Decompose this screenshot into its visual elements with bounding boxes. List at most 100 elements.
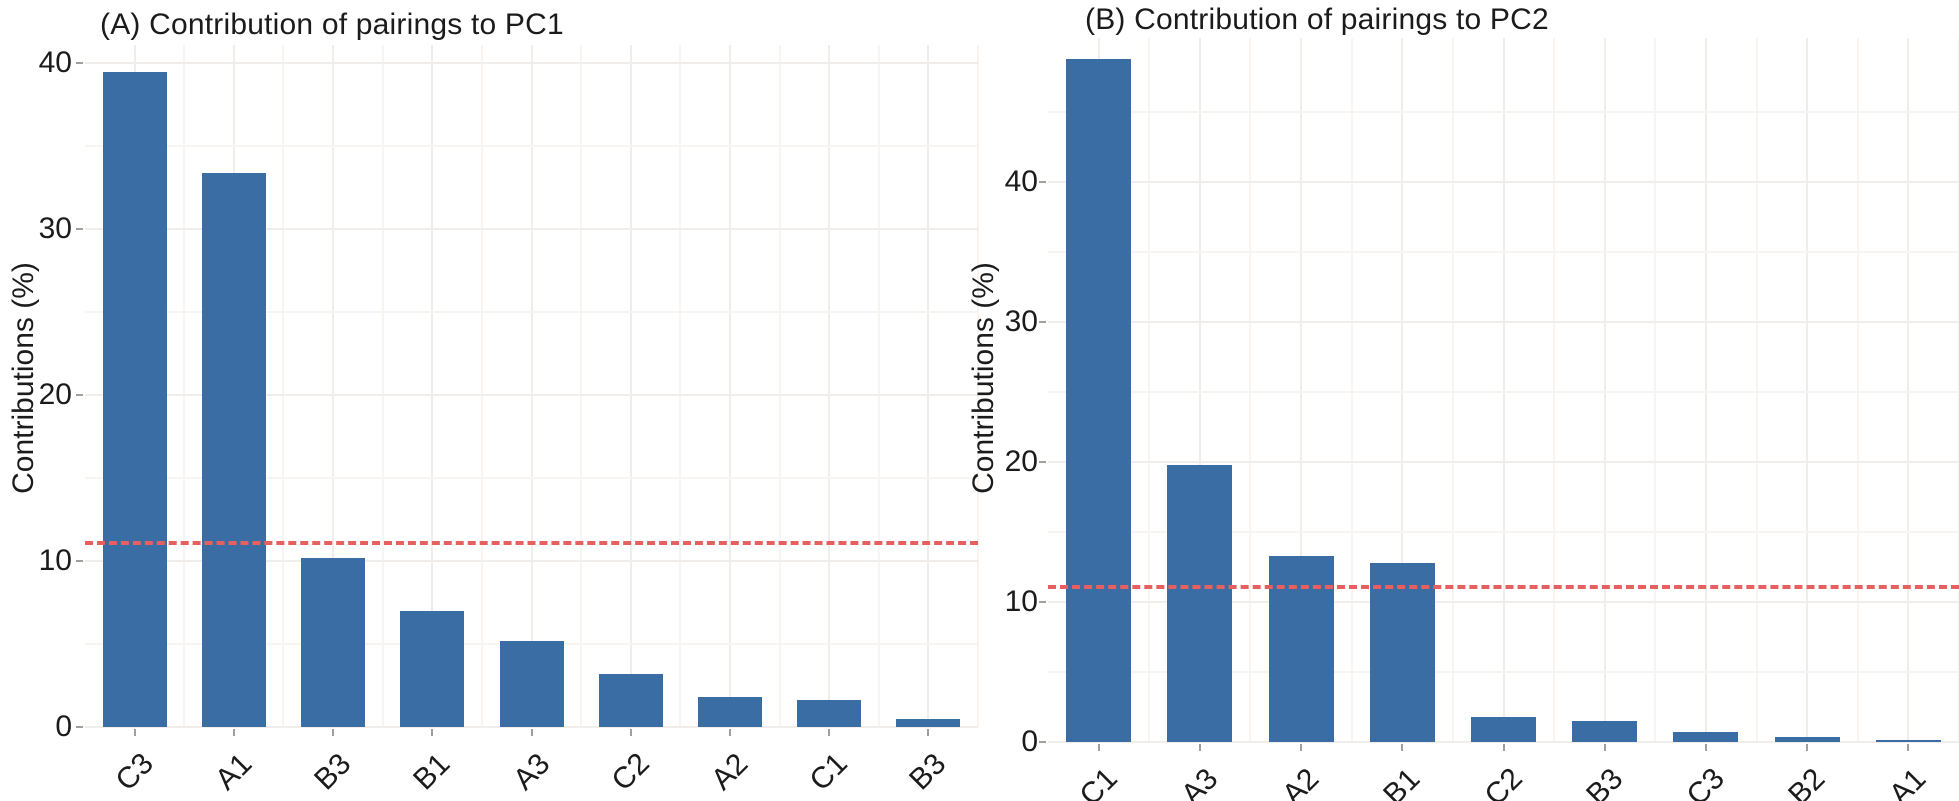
vertical-minor-gridline bbox=[282, 45, 285, 727]
minor-gridline bbox=[85, 311, 978, 314]
x-tick-mark bbox=[1198, 744, 1201, 751]
y-tick-label: 30 bbox=[1004, 305, 1038, 339]
major-gridline bbox=[1048, 181, 1959, 184]
panel-pc1-title: (A) Contribution of pairings to PC1 bbox=[100, 8, 564, 41]
panel-pc1-plot-area bbox=[85, 45, 979, 728]
vertical-minor-gridline bbox=[1654, 38, 1657, 742]
bar-a2-6 bbox=[698, 697, 762, 727]
vertical-minor-gridline bbox=[778, 45, 781, 727]
vertical-minor-gridline bbox=[1148, 38, 1151, 742]
vertical-minor-gridline bbox=[1553, 38, 1556, 742]
y-tick-label: 0 bbox=[55, 710, 72, 743]
y-tick-mark bbox=[76, 560, 83, 563]
y-tick-label: 0 bbox=[1021, 725, 1038, 758]
vertical-gridline bbox=[1806, 38, 1809, 742]
bar-b1-3 bbox=[400, 611, 464, 727]
x-tick-mark bbox=[1300, 744, 1303, 751]
x-tick-mark bbox=[332, 729, 335, 736]
bar-c2-5 bbox=[599, 674, 663, 727]
x-tick-mark bbox=[1704, 744, 1707, 751]
x-tick-mark bbox=[1603, 744, 1606, 751]
y-tick-mark bbox=[76, 228, 83, 231]
major-gridline bbox=[1048, 461, 1959, 464]
x-tick-mark bbox=[1806, 744, 1809, 751]
major-gridline bbox=[1048, 601, 1959, 604]
minor-gridline bbox=[1048, 111, 1959, 114]
vertical-minor-gridline bbox=[1451, 38, 1454, 742]
bar-a3-4 bbox=[500, 641, 564, 727]
vertical-minor-gridline bbox=[877, 45, 880, 727]
x-tick-label-a1: A1 bbox=[1883, 762, 1933, 801]
vertical-minor-gridline bbox=[1755, 38, 1758, 742]
x-tick-label-b1: B1 bbox=[1377, 762, 1427, 801]
x-tick-label-a3: A3 bbox=[506, 747, 556, 797]
bar-c3-0 bbox=[103, 72, 167, 727]
major-gridline bbox=[1048, 321, 1959, 324]
panel-pc2-plot-area bbox=[1048, 38, 1959, 743]
x-tick-label-a3: A3 bbox=[1174, 762, 1225, 801]
x-tick-mark bbox=[629, 729, 632, 736]
y-tick-label: 20 bbox=[38, 378, 72, 412]
x-tick-label-a1: A1 bbox=[208, 747, 259, 797]
y-tick-mark bbox=[1039, 601, 1046, 604]
y-tick-mark bbox=[1039, 321, 1046, 324]
y-tick-label: 30 bbox=[38, 212, 72, 246]
vertical-minor-gridline bbox=[1350, 38, 1353, 742]
x-tick-label-b3: B3 bbox=[1579, 762, 1630, 801]
vertical-minor-gridline bbox=[580, 45, 583, 727]
reference-line bbox=[1048, 584, 1959, 589]
x-tick-mark bbox=[1907, 744, 1910, 751]
minor-gridline bbox=[85, 477, 978, 480]
x-tick-label-b3: B3 bbox=[308, 747, 358, 797]
x-tick-mark bbox=[530, 729, 533, 736]
x-tick-mark bbox=[1401, 744, 1404, 751]
vertical-gridline bbox=[1502, 38, 1505, 742]
y-tick-label: 20 bbox=[1004, 445, 1038, 479]
major-gridline bbox=[85, 560, 978, 563]
bar-a1-8 bbox=[1876, 740, 1941, 742]
y-tick-mark bbox=[76, 62, 83, 65]
x-tick-label-c3: C3 bbox=[109, 746, 160, 798]
y-tick-label: 40 bbox=[38, 46, 72, 80]
vertical-minor-gridline bbox=[381, 45, 384, 727]
x-tick-label-c1: C1 bbox=[803, 746, 855, 798]
x-tick-label-c1: C1 bbox=[1073, 761, 1124, 801]
x-tick-label-a2: A2 bbox=[1276, 762, 1326, 801]
minor-gridline bbox=[1048, 531, 1959, 534]
minor-gridline bbox=[1048, 251, 1959, 254]
vertical-gridline bbox=[728, 45, 731, 727]
minor-gridline bbox=[1048, 391, 1959, 394]
y-tick-label: 40 bbox=[1004, 165, 1038, 199]
x-tick-mark bbox=[232, 729, 235, 736]
x-tick-mark bbox=[927, 729, 930, 736]
bar-b3-2 bbox=[301, 558, 365, 727]
y-tick-mark bbox=[1039, 181, 1046, 184]
bar-a1-1 bbox=[202, 173, 266, 727]
minor-gridline bbox=[85, 145, 978, 148]
vertical-gridline bbox=[828, 45, 831, 727]
vertical-gridline bbox=[332, 45, 335, 727]
panel-pc1: (A) Contribution of pairings to PC1 Cont… bbox=[7, 8, 979, 798]
vertical-gridline bbox=[431, 45, 434, 727]
reference-line bbox=[85, 540, 978, 545]
x-tick-label-c2: C2 bbox=[1477, 761, 1529, 801]
vertical-gridline bbox=[629, 45, 632, 727]
x-tick-mark bbox=[133, 729, 136, 736]
bar-b2-7 bbox=[1775, 737, 1840, 742]
panel-pc2-title: (B) Contribution of pairings to PC2 bbox=[1085, 3, 1549, 36]
minor-gridline bbox=[1048, 671, 1959, 674]
x-tick-mark bbox=[1502, 744, 1505, 751]
bar-b1-3 bbox=[1370, 563, 1435, 742]
x-tick-mark bbox=[828, 729, 831, 736]
major-gridline bbox=[85, 228, 978, 231]
vertical-minor-gridline bbox=[480, 45, 483, 727]
bar-a3-1 bbox=[1167, 465, 1232, 742]
y-tick-mark bbox=[76, 394, 83, 397]
panel-pc2: (B) Contribution of pairings to PC2 Cont… bbox=[967, 0, 1959, 801]
vertical-minor-gridline bbox=[977, 45, 979, 727]
vertical-gridline bbox=[1198, 38, 1201, 742]
bar-b3-8 bbox=[896, 719, 960, 727]
x-tick-label-c3: C3 bbox=[1680, 761, 1731, 801]
bar-c2-4 bbox=[1471, 717, 1536, 742]
y-tick-label: 10 bbox=[1004, 585, 1038, 619]
